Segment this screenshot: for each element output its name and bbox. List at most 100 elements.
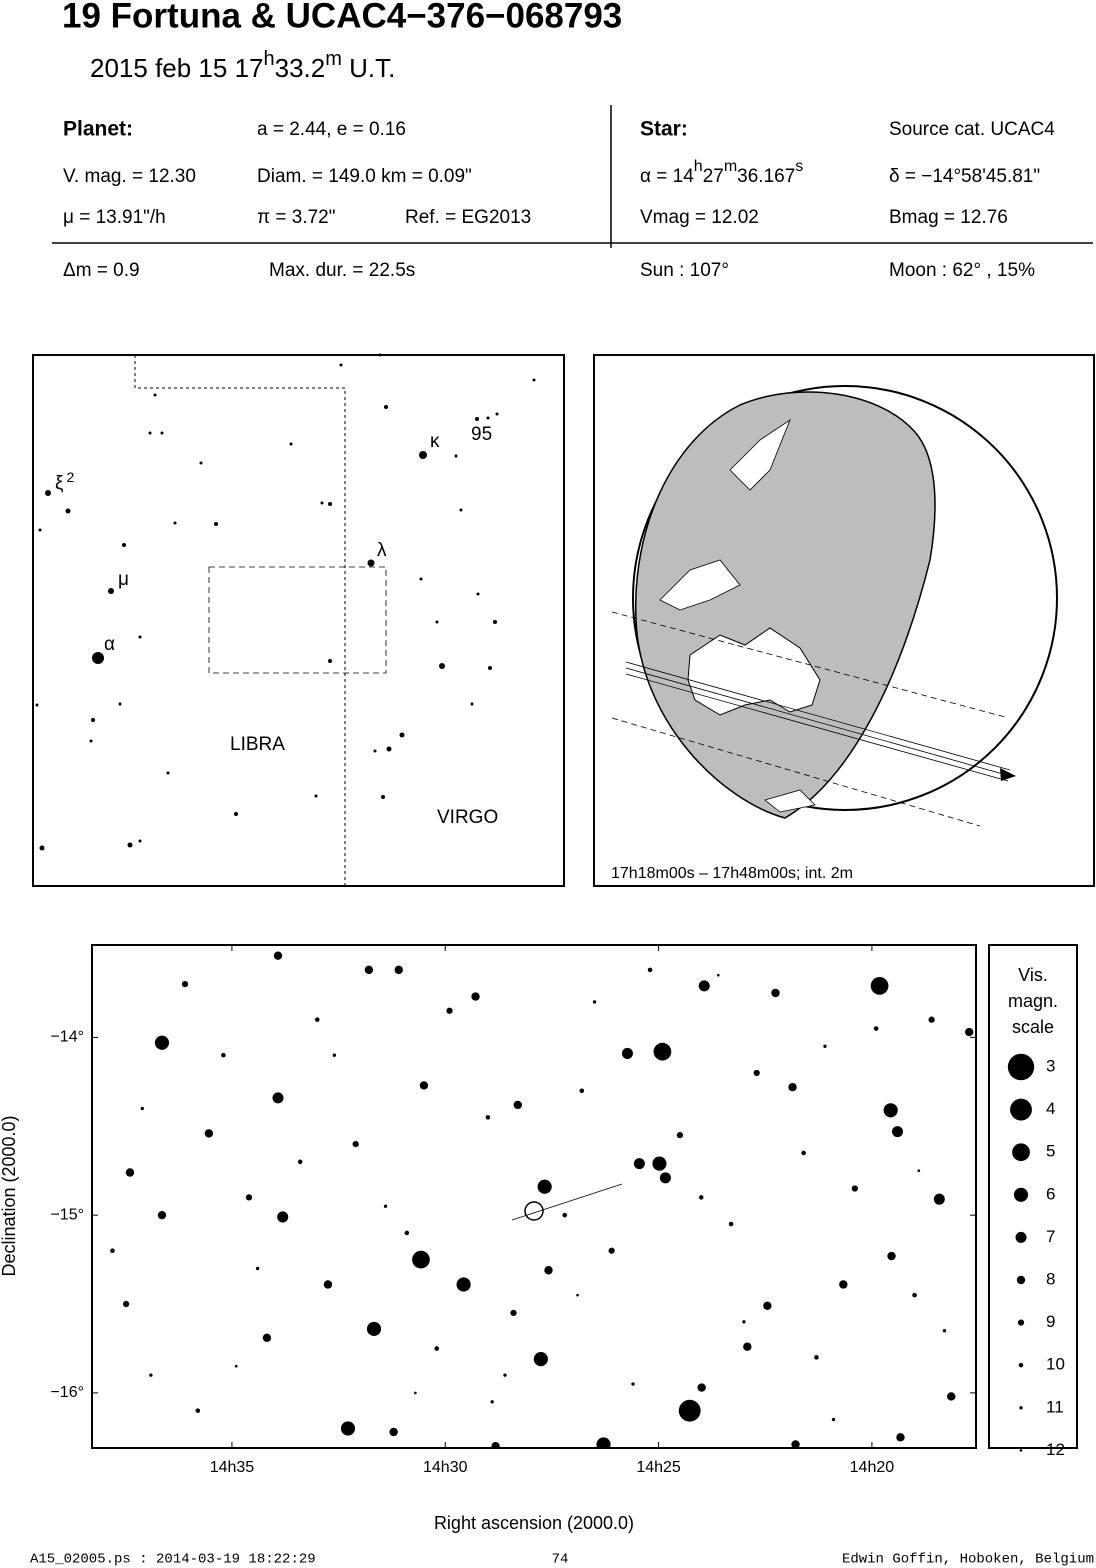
footer-right: Edwin Goffin, Hoboken, Belgium: [842, 1552, 1094, 1568]
info-cell: α = 14h27m36.167s: [640, 158, 803, 187]
star: [652, 1156, 667, 1171]
star: [204, 1129, 214, 1138]
star: [127, 842, 133, 848]
x-tick-label: 14h20: [850, 1459, 895, 1476]
star: [947, 1392, 956, 1401]
x-tick-label: 14h30: [423, 1459, 468, 1476]
star: [475, 417, 479, 421]
star: [851, 1185, 858, 1192]
info-cell: a = 2.44, e = 0.16: [257, 119, 406, 140]
star: [92, 652, 104, 664]
x-axis-label: Right ascension (2000.0): [434, 1513, 634, 1533]
star: [533, 1352, 548, 1367]
legend-swatch: [1019, 1449, 1023, 1452]
star: [435, 620, 439, 624]
star-chart: Right ascension (2000.0) Declination (20…: [0, 944, 1078, 1533]
star-label: λ: [377, 540, 387, 561]
star: [579, 1088, 585, 1094]
star: [320, 501, 324, 505]
star: [576, 1293, 579, 1297]
star: [698, 1195, 704, 1200]
star: [771, 988, 780, 998]
star: [419, 451, 427, 459]
y-axis-label: Declination (2000.0): [0, 1115, 19, 1276]
star: [883, 1103, 898, 1118]
star: [896, 1433, 905, 1442]
star: [323, 1280, 333, 1289]
star: [154, 1035, 170, 1050]
star: [503, 1373, 507, 1377]
star: [404, 1230, 410, 1236]
legend-label: 7: [1046, 1227, 1055, 1246]
arrow: [1000, 768, 1016, 781]
star: [166, 771, 170, 775]
star: [763, 1301, 772, 1311]
star: [728, 1221, 734, 1227]
star: [633, 1158, 645, 1170]
star: [537, 1179, 552, 1194]
text-part: 2015 feb 15 17: [90, 53, 264, 83]
star: [160, 431, 164, 435]
path-limit: [611, 717, 981, 827]
legend-title: magn.: [1008, 991, 1058, 1011]
star: [35, 703, 39, 707]
australia: [687, 627, 821, 716]
star: [873, 1026, 879, 1031]
superscript: h: [264, 48, 275, 70]
legend-swatch: [1019, 1406, 1023, 1410]
star: [456, 1277, 471, 1292]
legend-label: 10: [1046, 1355, 1065, 1374]
planet-path: [511, 1183, 623, 1221]
text-part: U.T.: [342, 53, 395, 83]
legend-frame: [988, 944, 1078, 1449]
info-cell: Vmag = 12.02: [640, 207, 759, 228]
star: [631, 1382, 635, 1386]
star: [801, 1150, 806, 1156]
star: [596, 1437, 611, 1448]
star: [659, 1172, 671, 1184]
y-tick-label: −15°: [50, 1206, 84, 1223]
text-part: 33.2: [275, 53, 326, 83]
star: [181, 980, 189, 988]
star: [125, 1168, 135, 1177]
star: [149, 1373, 153, 1377]
star: [788, 1082, 797, 1092]
star: [933, 1193, 945, 1205]
star: [214, 522, 218, 526]
legend-label: 6: [1046, 1184, 1055, 1203]
star: [89, 739, 93, 743]
caption: 17h18m00s – 17h48m00s; int. 2m: [611, 865, 853, 882]
star-label: κ: [430, 431, 440, 452]
star: [562, 1212, 567, 1218]
legend-swatch: [1010, 1098, 1032, 1121]
globe-panel: 17h18m00s – 17h48m00s; int. 2m: [593, 354, 1095, 887]
legend-swatch: [1016, 1275, 1026, 1285]
star: [366, 1321, 382, 1336]
shadow-path: [625, 661, 1011, 771]
legend-label: 4: [1046, 1099, 1055, 1118]
star: [364, 965, 374, 975]
star-label: α: [104, 634, 115, 655]
star: [273, 951, 283, 960]
star: [91, 718, 95, 722]
legend-label: 3: [1046, 1056, 1055, 1075]
star: [476, 592, 480, 596]
star: [381, 795, 385, 799]
star: [490, 1400, 494, 1404]
star: [328, 502, 332, 506]
star: [389, 1427, 398, 1437]
star: [676, 1132, 684, 1139]
star: [917, 1169, 921, 1173]
info-cell: Diam. = 149.0 km = 0.09": [257, 166, 472, 187]
star: [891, 1126, 904, 1138]
footer-left: A15_02005.ps : 2014-03-19 18:22:29: [30, 1552, 316, 1568]
star: [544, 1266, 553, 1275]
star: [716, 973, 720, 977]
star: [412, 1250, 430, 1269]
star: [488, 666, 492, 670]
target: [524, 1201, 544, 1221]
superscript: m: [325, 48, 342, 70]
star: [110, 1248, 115, 1253]
